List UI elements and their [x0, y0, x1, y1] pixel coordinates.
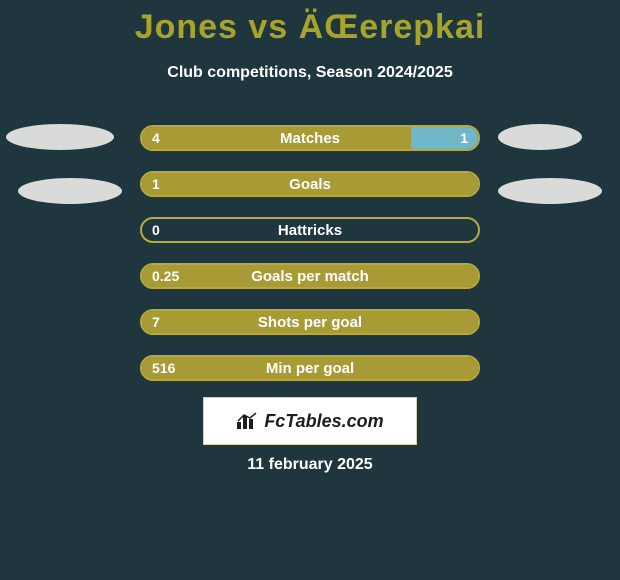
date-label: 11 february 2025	[0, 456, 620, 474]
player-right-shadow-1	[498, 124, 582, 150]
page-title: Jones vs ÄŒerepkai	[0, 8, 620, 47]
player-right-shadow-2	[498, 178, 602, 204]
stat-bar: 7Shots per goal	[140, 309, 480, 335]
stat-label: Shots per goal	[142, 314, 478, 331]
subtitle: Club competitions, Season 2024/2025	[0, 64, 620, 82]
player-left-shadow-2	[18, 178, 122, 204]
stat-bar: 1Goals	[140, 171, 480, 197]
stat-label: Hattricks	[142, 222, 478, 239]
stat-label: Goals	[142, 176, 478, 193]
stat-bar: 0.25Goals per match	[140, 263, 480, 289]
stat-label: Matches	[142, 130, 478, 147]
stat-label: Goals per match	[142, 268, 478, 285]
stat-bar: 516Min per goal	[140, 355, 480, 381]
player-left-shadow-1	[6, 124, 114, 150]
stat-bar: 41Matches	[140, 125, 480, 151]
stat-bar: 0Hattricks	[140, 217, 480, 243]
bars-icon	[236, 412, 258, 430]
stat-label: Min per goal	[142, 360, 478, 377]
logo-text: FcTables.com	[264, 411, 383, 432]
fctables-logo: FcTables.com	[203, 397, 417, 445]
